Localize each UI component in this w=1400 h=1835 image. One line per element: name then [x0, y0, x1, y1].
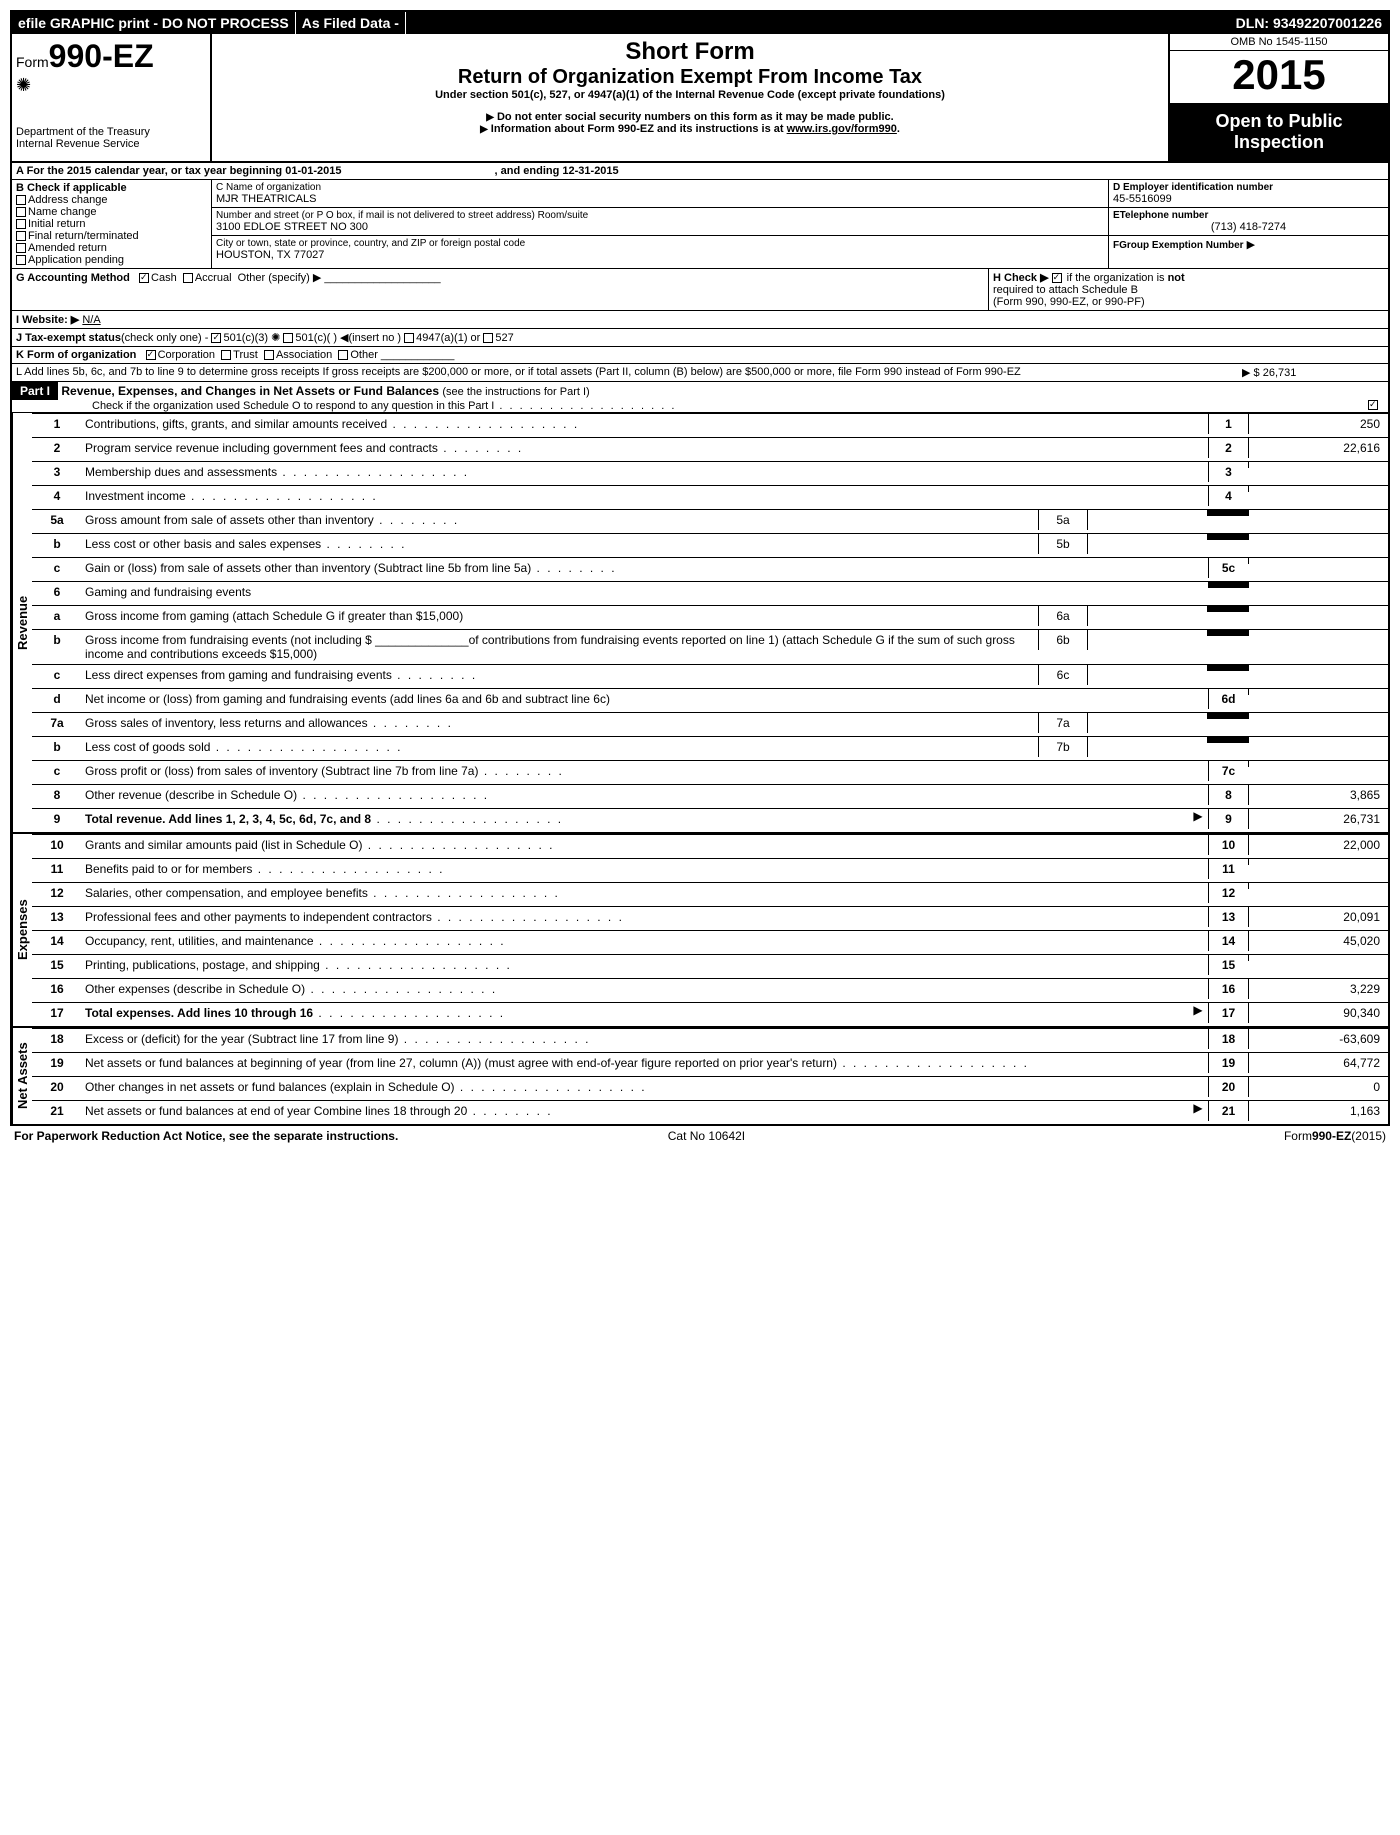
- info-grid: B Check if applicable Address change Nam…: [12, 180, 1388, 269]
- chk-amended-return[interactable]: [16, 243, 26, 253]
- as-filed: As Filed Data -: [296, 12, 406, 34]
- amt-3: [1248, 462, 1388, 468]
- header: Form990-EZ ✺ Department of the Treasury …: [12, 34, 1388, 163]
- chk-trust[interactable]: [221, 350, 231, 360]
- line-i: I Website: ▶ N/A: [12, 311, 1388, 329]
- org-city: HOUSTON, TX 77027: [216, 249, 1104, 261]
- amt-20: 0: [1248, 1077, 1388, 1097]
- amt-2: 22,616: [1248, 438, 1388, 458]
- label-expenses: Expenses: [12, 834, 32, 1026]
- chk-accrual[interactable]: [183, 273, 193, 283]
- label-revenue: Revenue: [12, 413, 32, 832]
- amt-16: 3,229: [1248, 979, 1388, 999]
- dept-irs: Internal Revenue Service: [16, 138, 206, 150]
- org-address: 3100 EDLOE STREET NO 300: [216, 221, 1104, 233]
- amt-19: 64,772: [1248, 1053, 1388, 1073]
- section-b: B Check if applicable Address change Nam…: [12, 180, 212, 268]
- chk-final-return[interactable]: [16, 231, 26, 241]
- expenses-section: Expenses 10Grants and similar amounts pa…: [12, 832, 1388, 1026]
- label-net-assets: Net Assets: [12, 1028, 32, 1124]
- amt-8: 3,865: [1248, 785, 1388, 805]
- amt-14: 45,020: [1248, 931, 1388, 951]
- amt-21: 1,163: [1248, 1101, 1388, 1121]
- website: N/A: [82, 314, 100, 326]
- irs-link[interactable]: www.irs.gov/form990: [787, 123, 897, 135]
- chk-527[interactable]: [483, 333, 493, 343]
- telephone: (713) 418-7274: [1113, 221, 1384, 233]
- form-number: Form990-EZ: [16, 38, 206, 75]
- chk-schedule-o[interactable]: [1368, 400, 1378, 410]
- line-j: J Tax-exempt status(check only one) - 50…: [12, 329, 1388, 347]
- dept-treasury: Department of the Treasury: [16, 126, 206, 138]
- ein: 45-5516099: [1113, 193, 1384, 205]
- section-h: H Check ▶ if the organization is not req…: [988, 269, 1388, 310]
- amt-11: [1248, 859, 1388, 865]
- part1-header: Part I Revenue, Expenses, and Changes in…: [12, 382, 1388, 413]
- chk-501c3[interactable]: [211, 333, 221, 343]
- page-footer: For Paperwork Reduction Act Notice, see …: [10, 1126, 1390, 1146]
- chk-other-org[interactable]: [338, 350, 348, 360]
- amt-5c: [1248, 558, 1388, 564]
- chk-corp[interactable]: [146, 350, 156, 360]
- chk-cash[interactable]: [139, 273, 149, 283]
- amt-1: 250: [1248, 414, 1388, 434]
- tax-year: 2015: [1170, 51, 1388, 99]
- cat-no: Cat No 10642I: [668, 1129, 745, 1143]
- section-def: D Employer identification number 45-5516…: [1108, 180, 1388, 268]
- info-link-line: Information about Form 990-EZ and its in…: [216, 123, 1164, 135]
- form-990ez: efile GRAPHIC print - DO NOT PROCESS As …: [10, 10, 1390, 1126]
- omb-no: OMB No 1545-1150: [1170, 34, 1388, 51]
- amt-12: [1248, 883, 1388, 889]
- chk-name-change[interactable]: [16, 207, 26, 217]
- amt-18: -63,609: [1248, 1029, 1388, 1049]
- line-k: K Form of organization Corporation Trust…: [12, 347, 1388, 364]
- chk-application-pending[interactable]: [16, 255, 26, 265]
- header-left: Form990-EZ ✺ Department of the Treasury …: [12, 34, 212, 161]
- chk-h[interactable]: [1052, 273, 1062, 283]
- amt-15: [1248, 955, 1388, 961]
- header-center: Short Form Return of Organization Exempt…: [212, 34, 1168, 161]
- form-title: Short Form: [216, 38, 1164, 66]
- netassets-section: Net Assets 18Excess or (deficit) for the…: [12, 1026, 1388, 1124]
- header-right: OMB No 1545-1150 2015 Open to Public Ins…: [1168, 34, 1388, 161]
- chk-address-change[interactable]: [16, 195, 26, 205]
- chk-assoc[interactable]: [264, 350, 274, 360]
- revenue-section: Revenue 1Contributions, gifts, grants, a…: [12, 413, 1388, 832]
- top-bar: efile GRAPHIC print - DO NOT PROCESS As …: [12, 12, 1388, 34]
- chk-initial-return[interactable]: [16, 219, 26, 229]
- form-ref: Form990-EZ(2015): [1284, 1129, 1386, 1143]
- amt-9: 26,731: [1248, 809, 1388, 829]
- efile-notice: efile GRAPHIC print - DO NOT PROCESS: [12, 12, 296, 34]
- amt-6d: [1248, 689, 1388, 695]
- section-c: C Name of organization MJR THEATRICALS N…: [212, 180, 1108, 268]
- org-name: MJR THEATRICALS: [216, 193, 1104, 205]
- amt-10: 22,000: [1248, 835, 1388, 855]
- dln: DLN: 93492207001226: [1230, 12, 1388, 34]
- form-subtitle: Return of Organization Exempt From Incom…: [216, 66, 1164, 89]
- gross-receipts: 26,731: [1263, 367, 1297, 379]
- line-g-h: G Accounting Method Cash Accrual Other (…: [12, 269, 1388, 311]
- amt-7c: [1248, 761, 1388, 767]
- amt-17: 90,340: [1248, 1003, 1388, 1023]
- chk-501c[interactable]: [283, 333, 293, 343]
- open-to-public: Open to Public Inspection: [1170, 103, 1388, 161]
- line-a: A For the 2015 calendar year, or tax yea…: [12, 163, 1388, 180]
- under-section: Under section 501(c), 527, or 4947(a)(1)…: [216, 89, 1164, 101]
- chk-4947[interactable]: [404, 333, 414, 343]
- amt-4: [1248, 486, 1388, 492]
- amt-13: 20,091: [1248, 907, 1388, 927]
- line-l: L Add lines 5b, 6c, and 7b to line 9 to …: [12, 364, 1388, 382]
- ssn-warning: Do not enter social security numbers on …: [216, 111, 1164, 123]
